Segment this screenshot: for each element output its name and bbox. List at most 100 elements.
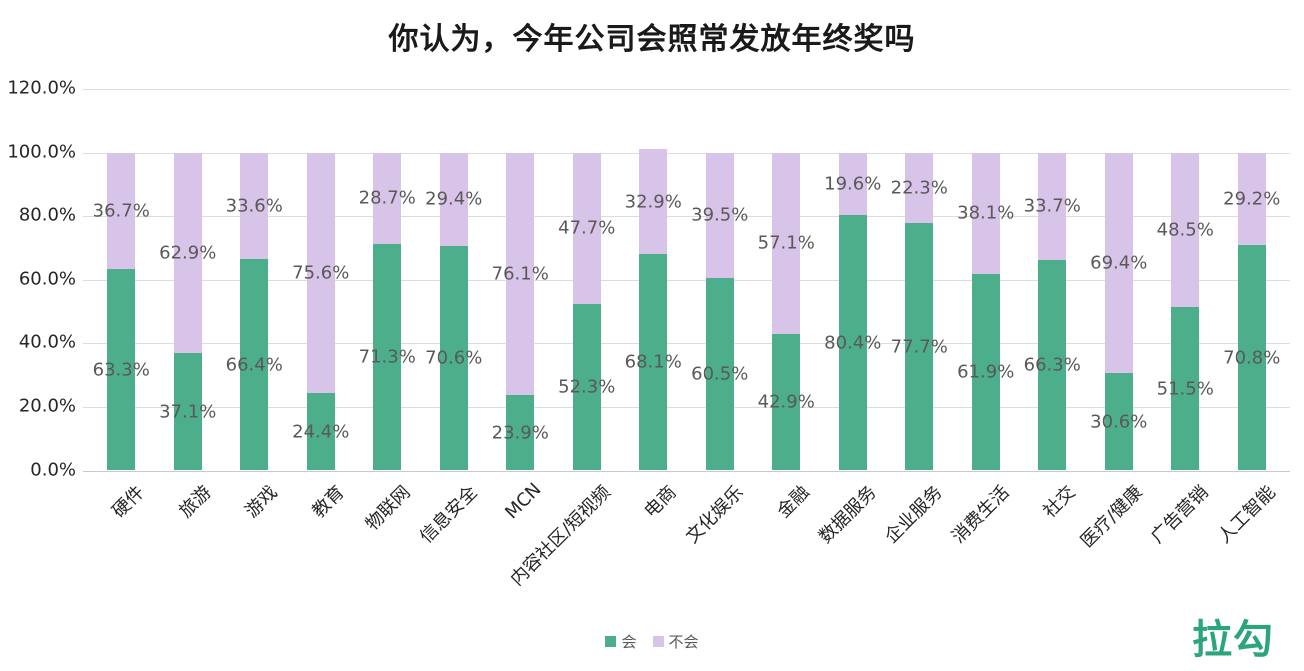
legend-swatch xyxy=(652,636,664,647)
bar-value-label-no: 75.6% xyxy=(292,262,350,284)
bar-segment-yes xyxy=(240,259,269,471)
x-axis-category-label: 金融 xyxy=(773,481,814,523)
legend-item: 不会 xyxy=(652,631,699,652)
bar-segment-no xyxy=(1104,152,1133,374)
x-axis-category-label: 游戏 xyxy=(241,481,282,523)
gridline xyxy=(83,406,1290,408)
bar-segment-yes xyxy=(572,304,601,471)
bar-segment-yes xyxy=(1237,245,1266,471)
bar-segment-yes xyxy=(971,273,1000,471)
bar-value-label-no: 36.7% xyxy=(92,200,150,222)
bar-segment-no xyxy=(240,152,269,260)
bar-value-label-yes: 70.6% xyxy=(425,347,483,369)
bar-segment-no xyxy=(572,152,601,305)
bar-segment-no xyxy=(173,152,202,353)
bar-value-label-yes: 66.4% xyxy=(225,354,283,376)
bar-value-label-yes: 70.8% xyxy=(1223,347,1281,369)
bar-value-label-no: 33.6% xyxy=(225,195,283,217)
bar-value-label-yes: 24.4% xyxy=(292,421,350,443)
x-axis-category-label: 硬件 xyxy=(108,481,149,523)
bar-value-label-yes: 63.3% xyxy=(92,359,150,381)
bar-segment-no xyxy=(772,152,801,335)
x-axis-category-label: 数据服务 xyxy=(814,481,881,548)
legend-swatch xyxy=(605,636,617,647)
bar-value-label-no: 47.7% xyxy=(558,217,616,239)
bar-segment-no xyxy=(838,152,867,215)
bar-segment-yes xyxy=(373,243,402,471)
bar-segment-no xyxy=(705,152,734,279)
bar-segment-no xyxy=(971,152,1000,274)
bar-segment-yes xyxy=(306,392,335,471)
bar-value-label-yes: 77.7% xyxy=(890,336,948,358)
bar-segment-yes xyxy=(1038,259,1067,471)
bar-segment-yes xyxy=(639,253,668,471)
x-axis-category-label: 广告营销 xyxy=(1147,481,1213,548)
x-axis-category-label: MCN xyxy=(500,479,546,524)
bar-segment-yes xyxy=(838,214,867,471)
bar-value-label-no: 33.7% xyxy=(1023,195,1081,217)
bar-value-label-no: 69.4% xyxy=(1090,252,1148,274)
bar-segment-no xyxy=(1171,152,1200,307)
y-axis-tick-label: 0.0% xyxy=(30,459,76,481)
bar-value-label-no: 38.1% xyxy=(957,202,1015,224)
bar-value-label-no: 57.1% xyxy=(757,232,815,254)
y-axis-tick-label: 80.0% xyxy=(18,204,76,226)
gridline xyxy=(83,343,1290,345)
bar-value-label-no: 28.7% xyxy=(358,187,416,209)
gridline xyxy=(83,470,1290,472)
bar-segment-yes xyxy=(1171,306,1200,471)
y-axis-tick-label: 20.0% xyxy=(18,395,76,417)
x-axis-category-label: 教育 xyxy=(308,481,349,523)
bar-segment-yes xyxy=(506,394,535,471)
gridline xyxy=(83,89,1290,90)
x-axis-category-label: 文化娱乐 xyxy=(681,481,748,548)
bar-value-label-yes: 68.1% xyxy=(624,351,682,373)
bar-segment-yes xyxy=(772,334,801,471)
bar-segment-no xyxy=(506,152,535,395)
bar-value-label-no: 48.5% xyxy=(1156,219,1214,241)
x-axis-category-label: 医疗/健康 xyxy=(1076,481,1147,552)
x-axis-category-label: 人工智能 xyxy=(1213,481,1280,548)
bar-value-label-yes: 61.9% xyxy=(957,361,1015,383)
bar-segment-yes xyxy=(705,278,734,471)
bar-value-label-no: 29.2% xyxy=(1223,188,1281,210)
bar-segment-no xyxy=(1237,152,1266,246)
bar-value-label-yes: 23.9% xyxy=(491,422,549,443)
y-axis-tick-label: 100.0% xyxy=(7,141,76,163)
legend-label: 会 xyxy=(621,633,637,651)
bar-segment-yes xyxy=(439,246,468,471)
bar-value-label-no: 29.4% xyxy=(425,188,483,210)
bar-value-label-yes: 80.4% xyxy=(824,332,882,354)
y-axis-tick-label: 120.0% xyxy=(7,77,76,99)
y-axis-tick-label: 40.0% xyxy=(18,331,76,353)
bar-value-label-yes: 71.3% xyxy=(358,346,416,368)
bar-segment-yes xyxy=(1104,373,1133,471)
bar-segment-no xyxy=(373,152,402,244)
bar-value-label-no: 62.9% xyxy=(159,242,217,264)
x-axis-category-label: 企业服务 xyxy=(881,481,947,548)
bar-segment-no xyxy=(905,152,934,224)
x-axis-category-label: 物联网 xyxy=(361,481,415,535)
x-axis-category-label: 电商 xyxy=(640,481,681,523)
bar-value-label-yes: 66.3% xyxy=(1023,354,1081,376)
x-axis-category-label: 旅游 xyxy=(175,481,216,523)
x-axis-category-label: 消费生活 xyxy=(947,481,1014,548)
bar-segment-no xyxy=(639,149,668,254)
bar-segment-no xyxy=(107,152,136,270)
bar-value-label-yes: 42.9% xyxy=(757,391,815,413)
legend: 会 不会 xyxy=(0,631,1304,652)
x-axis-category-label: 社交 xyxy=(1039,481,1080,523)
bar-value-label-yes: 52.3% xyxy=(558,376,616,398)
gridline xyxy=(83,152,1290,154)
bar-value-label-yes: 30.6% xyxy=(1090,411,1148,433)
legend-label: 不会 xyxy=(668,633,699,651)
bar-segment-no xyxy=(439,152,468,247)
bar-value-label-yes: 60.5% xyxy=(691,363,749,385)
gridline xyxy=(83,279,1290,281)
bar-segment-yes xyxy=(173,352,202,471)
bar-segment-no xyxy=(306,152,335,393)
bar-value-label-yes: 37.1% xyxy=(159,401,217,423)
bar-segment-yes xyxy=(107,269,136,471)
bar-value-label-no: 22.3% xyxy=(890,177,948,199)
